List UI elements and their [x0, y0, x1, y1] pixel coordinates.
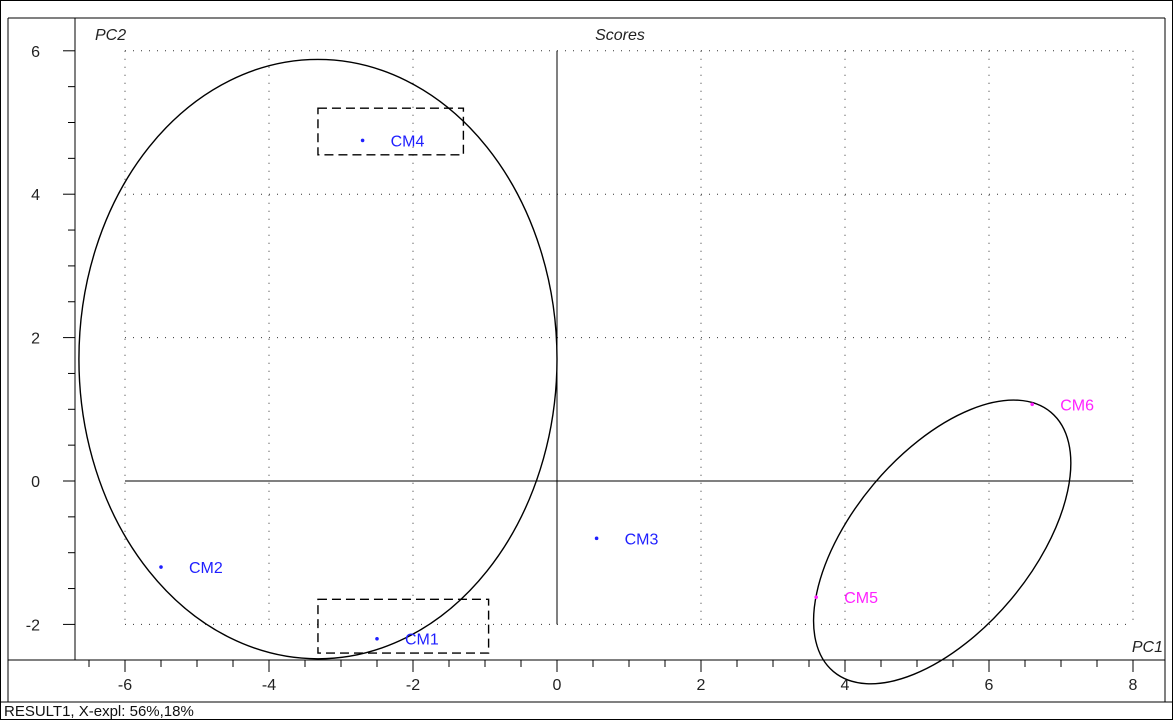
y-tick-label: 6 [31, 44, 40, 61]
x-axis-ticks: -6 -4 -2 0 2 4 6 8 [88, 660, 1138, 694]
score-label-cm2: CM2 [189, 560, 223, 577]
y-axis-title: PC2 [95, 27, 126, 44]
chart-title: Scores [595, 27, 645, 44]
x-tick-label: 6 [985, 677, 994, 694]
x-tick-label: 2 [697, 677, 706, 694]
score-label-cm4: CM4 [391, 133, 425, 150]
group-ellipse [812, 399, 1072, 685]
score-point-cm6 [1030, 402, 1034, 407]
dashed-highlight-box [317, 598, 490, 654]
x-tick-label: -4 [262, 677, 276, 694]
grid [124, 50, 1134, 625]
x-tick-label: 4 [841, 677, 850, 694]
score-point-cm1 [375, 636, 379, 641]
score-label-cm1: CM1 [405, 632, 439, 649]
y-tick-label: -2 [26, 617, 40, 634]
x-tick-label: -2 [406, 677, 420, 694]
score-point-cm4 [360, 138, 365, 143]
x-axis-title: PC1 [1132, 639, 1163, 656]
x-tick-label: -6 [118, 677, 132, 694]
footer-status: RESULT1, X-expl: 56%,18% [4, 703, 194, 720]
group-annotations [78, 58, 1072, 685]
group-ellipse [78, 58, 558, 660]
score-point-cm5 [814, 595, 818, 599]
score-label-cm6: CM6 [1060, 397, 1094, 414]
y-tick-label: 0 [31, 474, 40, 491]
y-tick-label: 4 [31, 187, 40, 204]
y-tick-label: 2 [31, 331, 40, 348]
score-points: CM1 CM2 CM3 CM4 CM5 CM6 [159, 133, 1094, 649]
x-tick-label: 8 [1129, 677, 1138, 694]
score-point-cm3 [594, 536, 599, 541]
dashed-highlight-box [317, 107, 465, 156]
score-label-cm5: CM5 [844, 590, 878, 607]
x-tick-label: 0 [553, 677, 562, 694]
score-label-cm3: CM3 [625, 531, 659, 548]
score-point-cm2 [159, 565, 163, 569]
y-axis-ticks: -2 0 2 4 6 [26, 44, 75, 634]
